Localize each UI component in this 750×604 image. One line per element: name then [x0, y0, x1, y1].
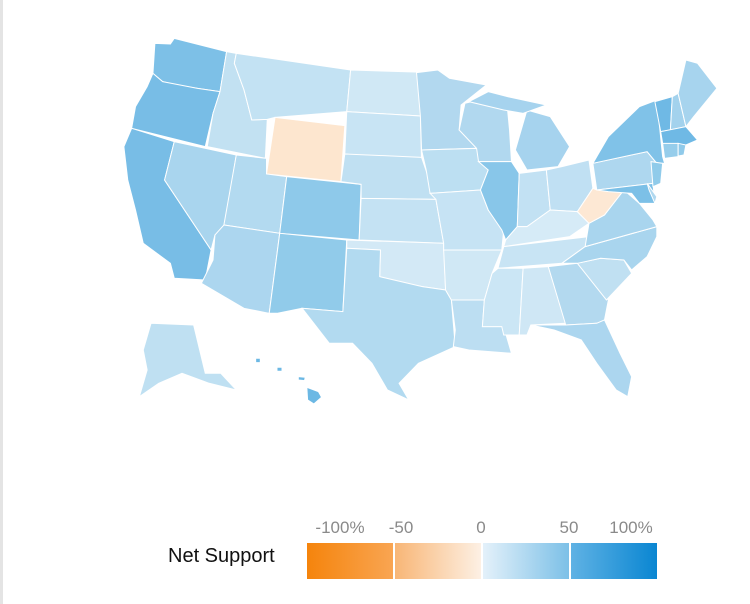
state-tx[interactable] [302, 248, 455, 400]
state-shape[interactable] [663, 143, 679, 158]
state-shape[interactable] [678, 143, 686, 156]
state-ks[interactable] [359, 198, 443, 243]
state-wy[interactable] [267, 117, 345, 181]
state-shape[interactable] [479, 162, 520, 240]
state-shape[interactable] [267, 117, 345, 181]
state-mt[interactable] [234, 53, 350, 120]
us-choropleth-map [0, 0, 750, 500]
state-mi[interactable] [469, 92, 570, 170]
legend-title: Net Support [168, 545, 275, 567]
state-nm[interactable] [269, 233, 347, 313]
state-me[interactable] [678, 60, 717, 127]
state-shape[interactable] [469, 92, 547, 114]
state-shape[interactable] [661, 127, 698, 145]
state-mn[interactable] [417, 70, 487, 150]
state-shape[interactable] [302, 248, 455, 400]
state-shape[interactable] [531, 320, 632, 397]
state-co[interactable] [280, 177, 361, 240]
state-or[interactable] [132, 73, 220, 146]
state-shape[interactable] [269, 233, 347, 313]
state-de[interactable] [647, 183, 657, 203]
state-nj[interactable] [651, 162, 663, 187]
state-shape[interactable] [280, 177, 361, 240]
state-ri[interactable] [678, 143, 686, 156]
state-fl[interactable] [531, 320, 632, 397]
state-shape[interactable] [647, 183, 657, 203]
state-shape[interactable] [298, 377, 305, 381]
legend-tick: 50 [559, 518, 579, 537]
state-shape[interactable] [307, 387, 322, 404]
state-shape[interactable] [651, 162, 663, 187]
state-ak[interactable] [139, 323, 236, 396]
legend-tick: 100% [609, 518, 653, 537]
legend-segment [307, 543, 393, 579]
state-shape[interactable] [417, 70, 487, 150]
left-border [0, 0, 3, 604]
state-shape[interactable] [132, 73, 220, 146]
legend-segment [569, 543, 657, 579]
state-shape[interactable] [593, 100, 665, 163]
state-ct[interactable] [663, 143, 679, 158]
state-shape[interactable] [234, 53, 350, 120]
legend-tick: 0 [476, 518, 486, 537]
state-shape[interactable] [515, 110, 569, 170]
state-shape[interactable] [678, 60, 717, 127]
legend-tick: -50 [388, 518, 414, 537]
state-shape[interactable] [256, 358, 261, 362]
state-il[interactable] [479, 162, 520, 240]
state-shape[interactable] [139, 323, 236, 396]
state-hi[interactable] [256, 358, 322, 404]
legend-segment [393, 543, 481, 579]
legend-segment [481, 543, 569, 579]
legend-color-scale [307, 543, 657, 579]
state-shape[interactable] [359, 198, 443, 243]
state-ma[interactable] [661, 127, 698, 145]
state-shape[interactable] [277, 367, 282, 371]
state-ny[interactable] [593, 100, 665, 163]
legend-tick: -100% [315, 518, 365, 537]
